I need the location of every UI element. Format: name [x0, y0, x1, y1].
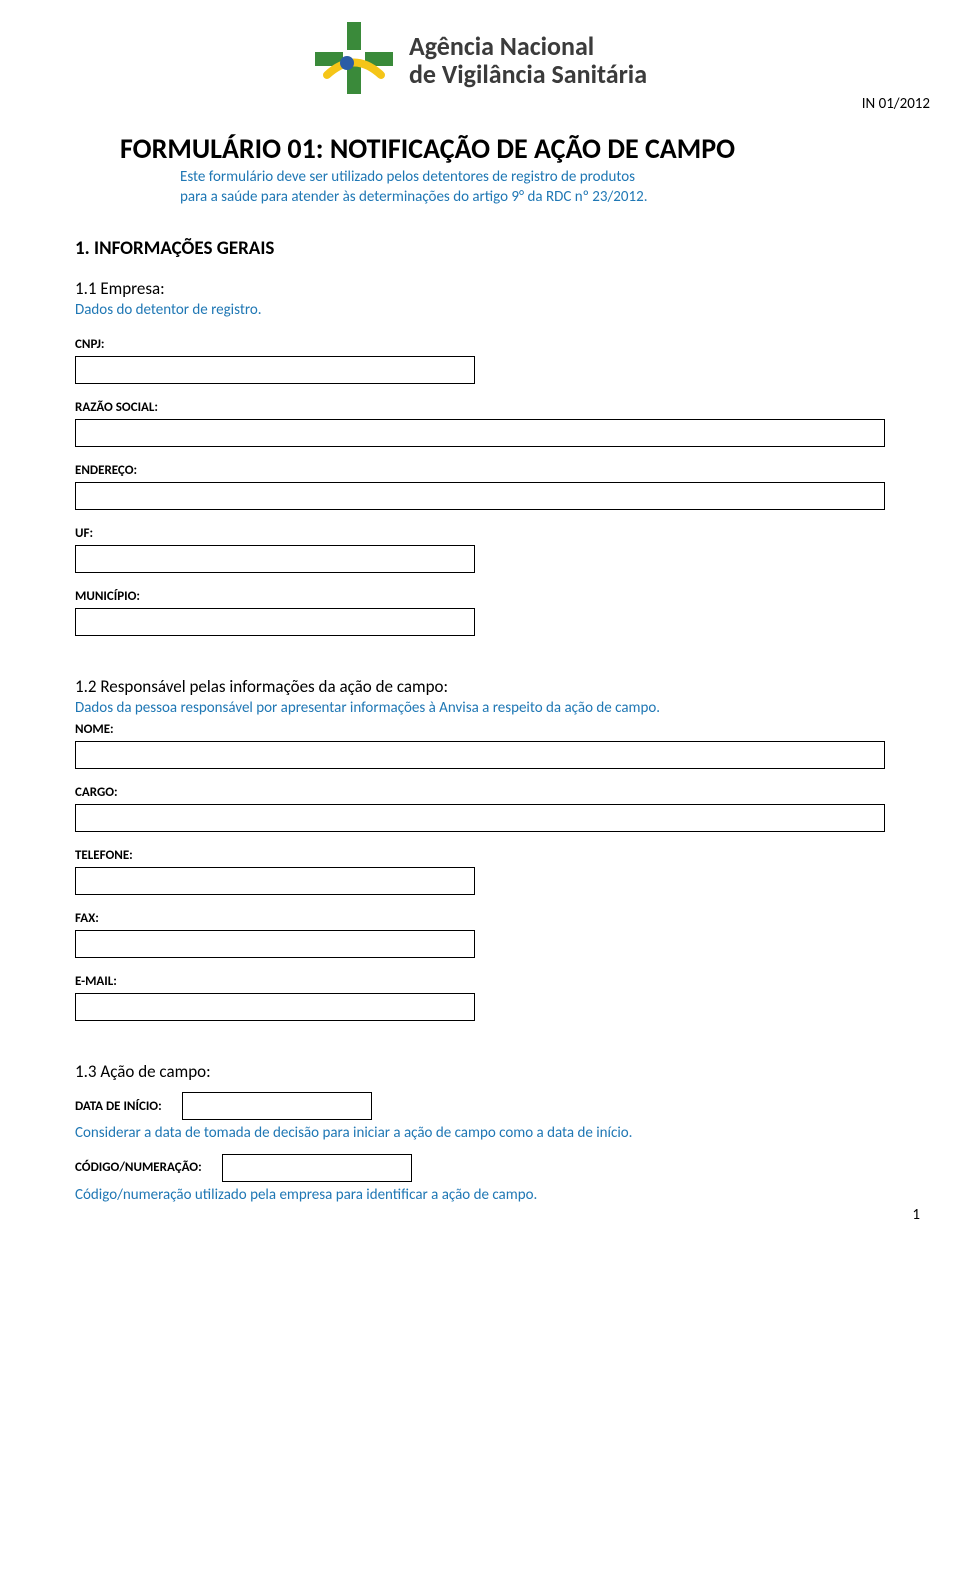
logo-line1: Agência Nacional [409, 33, 647, 60]
codigo-label: CÓDIGO/NUMERAÇÃO: [75, 1160, 202, 1175]
anvisa-logo-icon [313, 20, 395, 101]
intro-line2: para a saúde para atender às determinaçõ… [180, 188, 648, 206]
municipio-input[interactable] [75, 608, 475, 636]
telefone-input[interactable] [75, 867, 475, 895]
logo-block: Agência Nacional de Vigilância Sanitária [75, 20, 885, 101]
municipio-label: MUNICÍPIO: [75, 589, 885, 604]
nome-label: NOME: [75, 722, 885, 737]
logo-line2: de Vigilância Sanitária [409, 61, 647, 88]
sub-1-1-heading: 1.1 Empresa: [75, 278, 885, 299]
uf-input[interactable] [75, 545, 475, 573]
email-input[interactable] [75, 993, 475, 1021]
form-title: FORMULÁRIO 01: NOTIFICAÇÃO DE AÇÃO DE CA… [120, 131, 885, 166]
sub-1-1-hint: Dados do detentor de registro. [75, 301, 885, 321]
page-container: IN 01/2012 Agência Nacional de Vigilânci… [0, 0, 960, 1239]
data-inicio-hint: Considerar a data de tomada de decisão p… [75, 1124, 885, 1144]
cargo-input[interactable] [75, 804, 885, 832]
telefone-label: TELEFONE: [75, 848, 885, 863]
sub-1-3-heading: 1.3 Ação de campo: [75, 1061, 885, 1082]
endereco-input[interactable] [75, 482, 885, 510]
razao-input[interactable] [75, 419, 885, 447]
codigo-hint: Código/numeração utilizado pela empresa … [75, 1186, 885, 1206]
endereco-label: ENDEREÇO: [75, 463, 885, 478]
fax-label: FAX: [75, 911, 885, 926]
razao-label: RAZÃO SOCIAL: [75, 400, 885, 415]
nome-input[interactable] [75, 741, 885, 769]
intro-line1: Este formulário deve ser utilizado pelos… [180, 168, 635, 186]
data-inicio-input[interactable] [182, 1092, 372, 1120]
fax-input[interactable] [75, 930, 475, 958]
section-1-heading: 1. INFORMAÇÕES GERAIS [75, 237, 885, 260]
email-label: E-MAIL: [75, 974, 885, 989]
doc-code: IN 01/2012 [862, 95, 930, 113]
form-intro: Este formulário deve ser utilizado pelos… [180, 168, 885, 207]
logo-text: Agência Nacional de Vigilância Sanitária [409, 33, 647, 88]
page-number: 1 [912, 1206, 920, 1224]
data-inicio-row: DATA DE INÍCIO: [75, 1092, 885, 1120]
data-inicio-label: DATA DE INÍCIO: [75, 1099, 162, 1114]
codigo-row: CÓDIGO/NUMERAÇÃO: [75, 1154, 885, 1182]
cargo-label: CARGO: [75, 785, 885, 800]
sub-1-2-hint: Dados da pessoa responsável por apresent… [75, 699, 885, 719]
sub-1-2-heading: 1.2 Responsável pelas informações da açã… [75, 676, 885, 697]
cnpj-input[interactable] [75, 356, 475, 384]
codigo-input[interactable] [222, 1154, 412, 1182]
cnpj-label: CNPJ: [75, 337, 885, 352]
uf-label: UF: [75, 526, 885, 541]
